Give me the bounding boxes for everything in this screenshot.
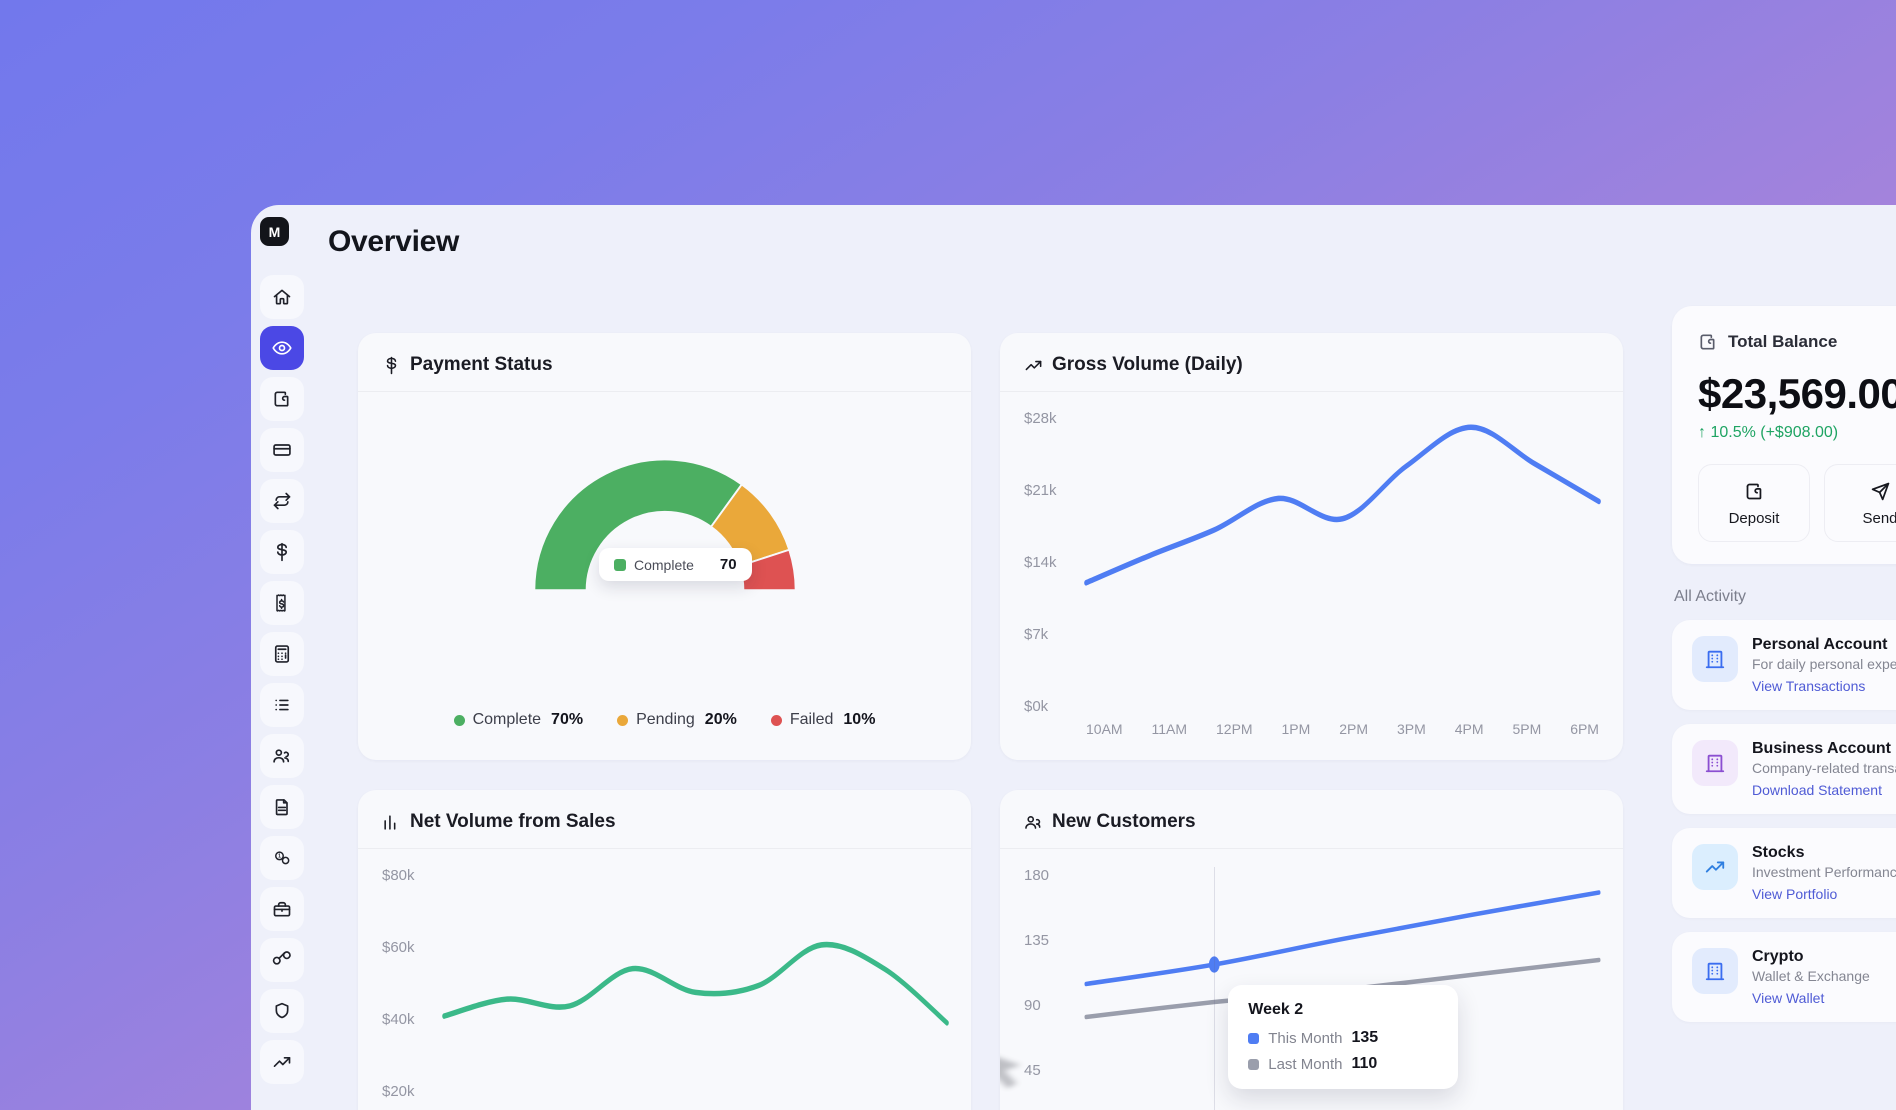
svg-text:1: 1 (278, 854, 281, 860)
